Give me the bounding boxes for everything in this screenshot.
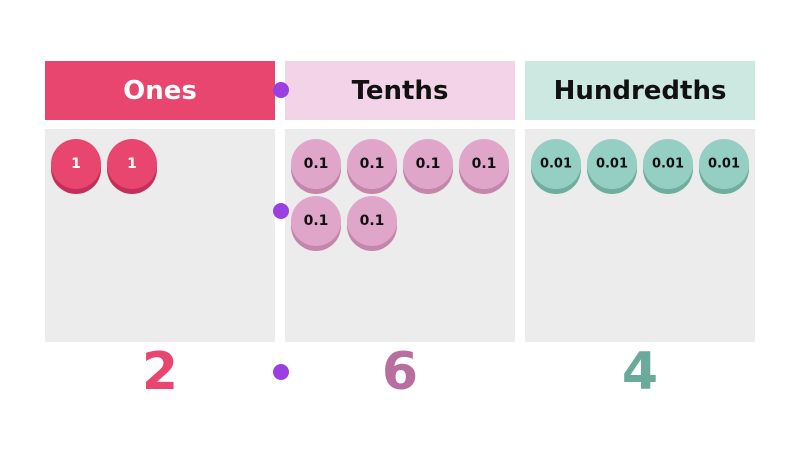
counter-face xyxy=(291,139,341,189)
counter: 0.1 xyxy=(291,139,341,194)
counter-face xyxy=(291,196,341,246)
counter: 0.01 xyxy=(531,139,581,194)
counter-label: 0.01 xyxy=(540,157,572,172)
counter-label: 1 xyxy=(127,156,137,172)
counter: 0.1 xyxy=(347,139,397,194)
counter-label: 0.01 xyxy=(652,157,684,172)
counter-label: 0.1 xyxy=(304,156,329,172)
counter: 0.1 xyxy=(403,139,453,194)
counter: 1 xyxy=(51,139,101,194)
counter-face xyxy=(587,139,637,189)
column-digit: 4 xyxy=(622,342,658,402)
counter-face xyxy=(347,196,397,246)
counter-label: 0.1 xyxy=(360,213,385,229)
column-header-label: Ones xyxy=(123,76,197,106)
counter-face xyxy=(347,139,397,189)
counter-face xyxy=(459,139,509,189)
counter: 0.01 xyxy=(643,139,693,194)
column-header xyxy=(525,61,755,120)
counter-face xyxy=(107,139,157,189)
counter: 0.01 xyxy=(699,139,749,194)
counter-face xyxy=(51,139,101,189)
counter-label: 0.1 xyxy=(304,213,329,229)
decimal-point xyxy=(273,203,289,219)
counter: 0.01 xyxy=(587,139,637,194)
column-header xyxy=(45,61,275,120)
counter: 1 xyxy=(107,139,157,194)
counter-label: 0.1 xyxy=(416,156,441,172)
counter-face xyxy=(643,139,693,189)
counter-label: 0.1 xyxy=(472,156,497,172)
counter: 0.1 xyxy=(291,196,341,251)
counter-label: 0.01 xyxy=(708,157,740,172)
counter-face xyxy=(699,139,749,189)
counter: 0.1 xyxy=(347,196,397,251)
counter-label: 1 xyxy=(71,156,81,172)
column-digit: 6 xyxy=(382,342,418,402)
counter-label: 0.01 xyxy=(596,157,628,172)
column-header-label: Hundredths xyxy=(554,76,727,106)
counter-face xyxy=(403,139,453,189)
counter-face xyxy=(531,139,581,189)
counter-label: 0.1 xyxy=(360,156,385,172)
column-digit: 2 xyxy=(142,342,178,402)
counter: 0.1 xyxy=(459,139,509,194)
decimal-point xyxy=(273,364,289,380)
column-header-label: Tenths xyxy=(352,76,449,106)
decimal-point xyxy=(273,82,289,98)
column-header xyxy=(285,61,515,120)
